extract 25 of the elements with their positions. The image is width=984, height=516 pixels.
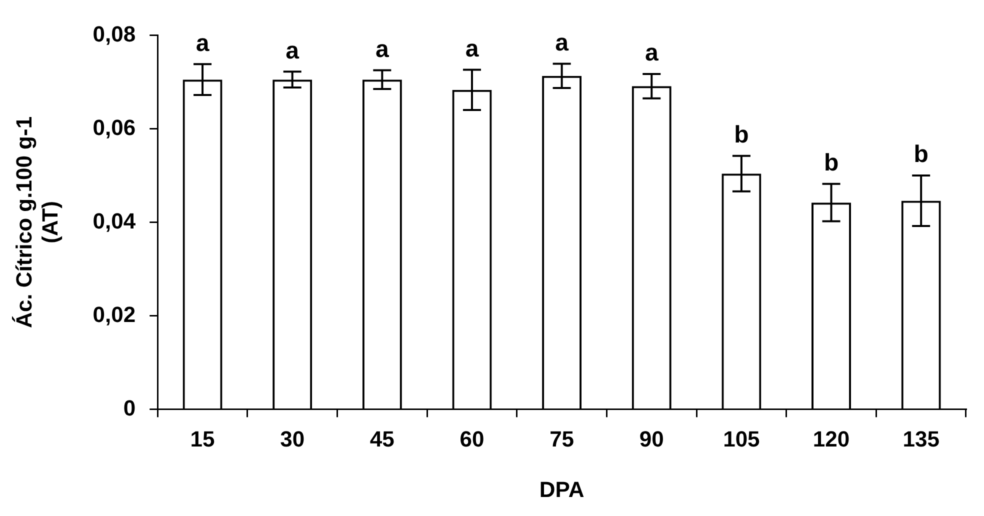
x-tick-label: 15: [190, 426, 215, 452]
annotation: a: [465, 35, 480, 62]
x-tick-label: 60: [460, 426, 484, 452]
y-tick-label: 0,06: [92, 114, 136, 140]
annotation: a: [375, 36, 390, 63]
annotation: b: [734, 121, 749, 148]
annotation: b: [824, 149, 839, 176]
x-tick-label: 135: [902, 426, 940, 452]
x-tick-label: 45: [370, 426, 394, 452]
x-tick-label: 75: [550, 426, 574, 452]
annotation: b: [914, 141, 928, 168]
x-tick-label: 30: [280, 426, 305, 452]
x-tick-label: 90: [639, 426, 664, 452]
y-tick-label: 0,04: [92, 208, 136, 234]
annotation: a: [286, 37, 300, 64]
x-tick-label: 105: [723, 426, 760, 452]
annotation: a: [555, 29, 570, 56]
y-tick-label: 0,08: [92, 21, 136, 46]
annotation: a: [644, 40, 659, 67]
y-axis-title: Ác. Cítrico g.100 g-1 (AT): [11, 116, 63, 328]
x-tick-label: 120: [812, 426, 850, 452]
y-tick-label: 0,02: [92, 302, 136, 327]
x-axis-title: DPA: [539, 476, 584, 502]
annotation: a: [196, 30, 210, 57]
y-tick-label: 0: [123, 395, 136, 420]
